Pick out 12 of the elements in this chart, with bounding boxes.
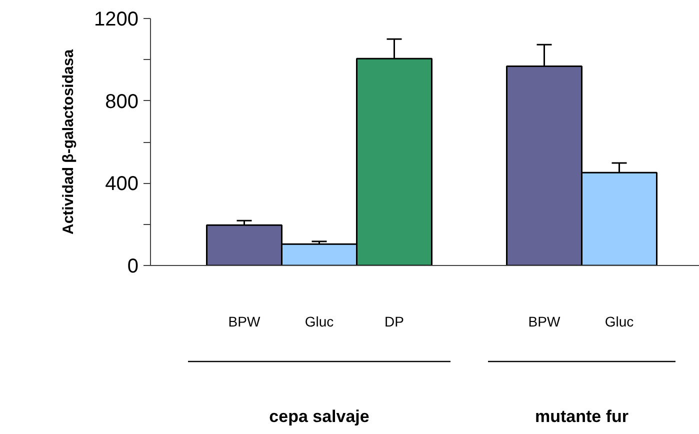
x-tick-label: Gluc bbox=[304, 314, 334, 330]
y-tick-label: 800 bbox=[105, 90, 139, 113]
x-tick-label: Gluc bbox=[604, 314, 634, 330]
y-axis-title: Actividad β-galactosidasa bbox=[60, 48, 78, 235]
x-tick-label: BPW bbox=[528, 314, 561, 330]
text: mutante fur bbox=[535, 407, 629, 426]
y-tick-label: 400 bbox=[105, 173, 139, 196]
x-tick-label: DP bbox=[384, 314, 404, 330]
y-tick-label: 0 bbox=[127, 256, 138, 278]
text: cepa salvaje bbox=[269, 407, 370, 426]
x-tick-label: BPW bbox=[228, 314, 261, 330]
y-tick-label: 1200 bbox=[94, 8, 139, 30]
